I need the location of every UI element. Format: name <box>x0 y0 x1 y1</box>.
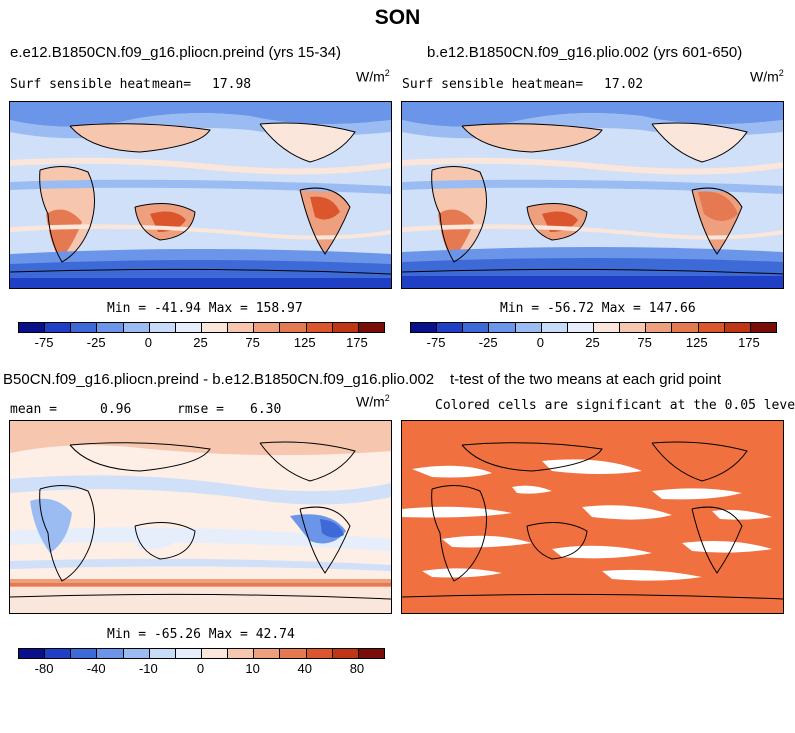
colorbar-swatch <box>724 323 751 332</box>
panel3-mean-value: 0.96 <box>100 402 132 417</box>
panel1-colorbar <box>18 322 385 333</box>
colorbar-swatch <box>646 323 673 332</box>
colorbar-tick-label: 0 <box>144 335 152 350</box>
colorbar-tick-label: -80 <box>34 661 54 676</box>
colorbar-tick-label: -75 <box>34 335 54 350</box>
colorbar-tick-label: 175 <box>738 335 760 350</box>
colorbar-swatch <box>254 649 281 658</box>
colorbar-swatch <box>332 323 359 332</box>
panel2-units: W/m2 <box>750 68 784 85</box>
colorbar-swatch <box>593 323 621 332</box>
panel4-subtitle: Colored cells are significant at the 0.0… <box>435 398 795 413</box>
panel2-map <box>401 101 784 289</box>
panel1-title: e.e12.B1850CN.f09_g16.pliocn.preind (yrs… <box>10 44 342 61</box>
panel3-mean-label: mean = <box>10 402 57 417</box>
panel2-mean-label: mean= <box>544 77 584 92</box>
colorbar-swatch <box>45 649 72 658</box>
colorbar-tick-label: 25 <box>585 335 600 350</box>
panel3-colorbar <box>18 648 385 659</box>
colorbar-swatch <box>620 323 647 332</box>
colorbar-tick-label: -25 <box>478 335 498 350</box>
panel2-minmax: Min = -56.72 Max = 147.66 <box>500 301 696 316</box>
panel1-mean-label: mean= <box>152 77 192 92</box>
panel1-variable: Surf sensible heat <box>10 77 151 92</box>
colorbar-swatch <box>45 323 72 332</box>
colorbar-swatch <box>437 323 464 332</box>
colorbar-swatch <box>149 323 176 332</box>
colorbar-swatch <box>280 323 307 332</box>
colorbar-tick-label: 75 <box>245 335 260 350</box>
colorbar-tick-label: 80 <box>349 661 365 676</box>
colorbar-tick-label: -75 <box>426 335 446 350</box>
colorbar-swatch <box>19 323 46 332</box>
colorbar-swatch <box>97 323 124 332</box>
panel4-title: t-test of the two means at each grid poi… <box>450 371 721 388</box>
colorbar-tick-label: -10 <box>138 661 158 676</box>
colorbar-swatch <box>672 323 699 332</box>
colorbar-swatch <box>123 323 150 332</box>
colorbar-swatch <box>228 323 255 332</box>
panel3-title: B50CN.f09_g16.pliocn.preind - b.e12.B185… <box>3 371 435 388</box>
colorbar-tick-label: 75 <box>637 335 652 350</box>
panel2-variable: Surf sensible heat <box>402 77 543 92</box>
colorbar-swatch <box>175 649 202 658</box>
colorbar-swatch <box>71 323 98 332</box>
panel4-map <box>401 420 784 614</box>
colorbar-swatch <box>19 649 46 658</box>
panel3-map <box>9 420 392 614</box>
colorbar-tick-label: 0 <box>536 335 544 350</box>
colorbar-swatch <box>149 649 176 658</box>
colorbar-swatch <box>201 323 229 332</box>
colorbar-swatch <box>698 323 725 332</box>
colorbar-swatch <box>306 649 333 658</box>
colorbar-swatch <box>541 323 568 332</box>
panel1-minmax: Min = -41.94 Max = 158.97 <box>107 301 303 316</box>
colorbar-tick-label: 0 <box>196 661 205 676</box>
colorbar-tick-label: 125 <box>293 335 316 350</box>
colorbar-tick-label: -40 <box>86 661 106 676</box>
panel3-units: W/m2 <box>356 393 390 410</box>
colorbar-swatch <box>411 323 438 332</box>
panel2-colorbar <box>410 322 777 333</box>
colorbar-tick-label: 10 <box>245 661 260 676</box>
colorbar-tick-label: 40 <box>297 661 313 676</box>
panel1-map <box>9 101 392 289</box>
colorbar-swatch <box>123 649 150 658</box>
panel2-mean-value: 17.02 <box>604 77 644 92</box>
colorbar-swatch <box>463 323 490 332</box>
panel3-minmax: Min = -65.26 Max = 42.74 <box>107 627 295 642</box>
colorbar-swatch <box>515 323 542 332</box>
panel1-units: W/m2 <box>356 68 390 85</box>
colorbar-swatch <box>71 649 98 658</box>
colorbar-swatch <box>358 323 384 332</box>
colorbar-swatch <box>489 323 516 332</box>
colorbar-tick-label: 125 <box>685 335 708 350</box>
colorbar-swatch <box>201 649 229 658</box>
colorbar-swatch <box>332 649 359 658</box>
colorbar-swatch <box>358 649 384 658</box>
colorbar-swatch <box>175 323 202 332</box>
colorbar-swatch <box>750 323 776 332</box>
panel3-rmse-label: rmse = <box>177 402 224 417</box>
colorbar-swatch <box>97 649 124 658</box>
colorbar-swatch <box>254 323 281 332</box>
panel1-mean-value: 17.98 <box>212 77 252 92</box>
colorbar-tick-label: 25 <box>193 335 208 350</box>
colorbar-swatch <box>567 323 594 332</box>
colorbar-swatch <box>280 649 307 658</box>
figure-title: SON <box>374 6 421 29</box>
colorbar-swatch <box>306 323 333 332</box>
colorbar-tick-label: 175 <box>346 335 368 350</box>
colorbar-tick-label: -25 <box>86 335 106 350</box>
colorbar-swatch <box>228 649 255 658</box>
panel3-rmse-value: 6.30 <box>250 402 282 417</box>
panel2-title: b.e12.B1850CN.f09_g16.plio.002 (yrs 601-… <box>427 44 743 61</box>
